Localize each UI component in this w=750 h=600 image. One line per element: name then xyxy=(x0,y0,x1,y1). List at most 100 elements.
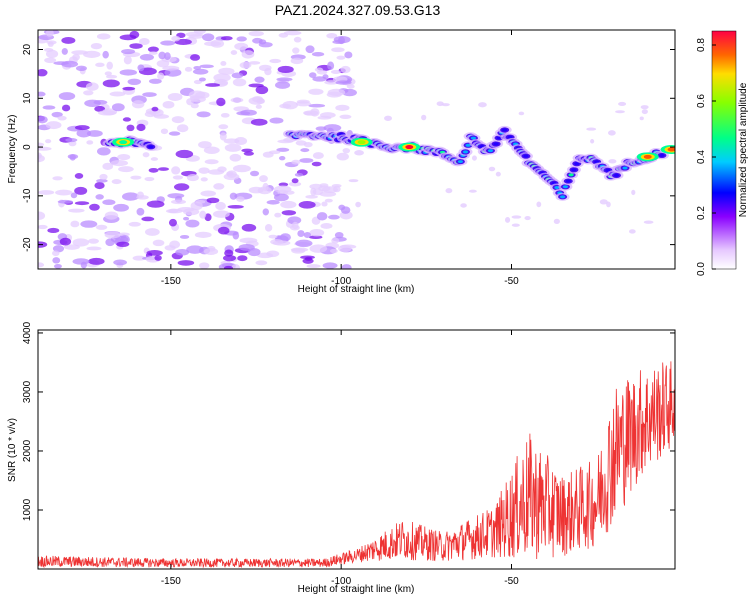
noise-blob xyxy=(291,178,299,184)
x-tick-label: -100 xyxy=(331,276,351,287)
noise-blob xyxy=(175,149,194,159)
noise-blob xyxy=(628,229,636,234)
noise-blob xyxy=(305,194,318,199)
ridge-core xyxy=(493,142,499,146)
noise-blob xyxy=(255,104,262,109)
noise-blob xyxy=(255,260,268,266)
spectrogram-y-axis-label: Frequency (Hz) xyxy=(7,115,18,184)
noise-blob xyxy=(38,262,45,268)
noise-blob xyxy=(269,117,284,124)
colorbar-tick-label: 0.8 xyxy=(696,38,707,52)
noise-blob xyxy=(338,244,352,253)
noise-blob xyxy=(113,259,128,266)
noise-blob xyxy=(104,211,119,220)
snr-series-line xyxy=(38,361,675,569)
noise-blob xyxy=(281,210,297,216)
noise-blob xyxy=(303,141,313,148)
noise-blob xyxy=(186,98,194,106)
x-tick-label: -100 xyxy=(331,576,351,587)
noise-blob xyxy=(122,192,140,201)
colorbar-tick-label: 0.6 xyxy=(696,94,707,108)
noise-blob xyxy=(38,91,46,97)
noise-blob xyxy=(190,103,199,109)
noise-blob xyxy=(291,248,306,254)
noise-blob xyxy=(599,199,608,205)
noise-blob xyxy=(51,111,63,118)
noise-blob xyxy=(45,30,54,37)
noise-blob xyxy=(175,248,190,256)
noise-blob xyxy=(109,91,126,97)
noise-blob xyxy=(224,143,242,152)
noise-blob xyxy=(332,39,345,45)
noise-blob xyxy=(52,257,61,264)
noise-blob xyxy=(641,109,648,115)
noise-blob xyxy=(194,231,212,238)
noise-blob xyxy=(518,111,525,116)
noise-blob xyxy=(511,223,520,227)
noise-blob xyxy=(117,154,131,161)
peak-core xyxy=(405,145,414,150)
noise-blob xyxy=(504,216,511,223)
colorbar-tick-label: 0.0 xyxy=(696,262,707,276)
colorbar-label: Normalized spectral amplitude xyxy=(738,82,749,217)
noise-blob xyxy=(130,175,142,180)
noise-blob xyxy=(220,112,230,118)
ridge-core xyxy=(462,150,469,154)
noise-blob xyxy=(44,48,54,52)
ridge-core xyxy=(571,168,577,172)
noise-blob xyxy=(72,258,90,265)
y-tick-label: 0 xyxy=(22,144,33,150)
noise-blob xyxy=(298,200,316,209)
noise-blob xyxy=(293,36,302,43)
noise-blob xyxy=(185,31,203,37)
noise-blob xyxy=(319,112,336,119)
noise-blob xyxy=(123,55,132,65)
noise-blob xyxy=(299,158,314,163)
noise-blob xyxy=(203,146,220,154)
noise-blob xyxy=(213,183,225,190)
noise-blob xyxy=(553,218,560,225)
noise-blob xyxy=(122,117,132,122)
noise-blob xyxy=(58,92,76,101)
noise-blob xyxy=(536,201,542,208)
noise-blob xyxy=(229,153,242,162)
noise-blob xyxy=(188,90,206,100)
noise-blob xyxy=(170,199,187,205)
noise-blob xyxy=(287,216,302,225)
noise-blob xyxy=(71,50,89,55)
noise-blob xyxy=(59,237,72,246)
x-tick-label: -150 xyxy=(161,276,181,287)
ridge-core xyxy=(496,136,502,140)
noise-blob xyxy=(230,97,244,103)
noise-blob xyxy=(148,51,158,55)
noise-blob xyxy=(61,37,76,44)
noise-blob xyxy=(297,230,305,237)
noise-blob xyxy=(144,176,155,182)
noise-blob xyxy=(639,116,644,121)
noise-blob xyxy=(171,166,181,175)
noise-blob xyxy=(316,70,328,75)
noise-blob xyxy=(346,84,355,89)
noise-blob xyxy=(215,201,226,211)
noise-blob xyxy=(186,245,204,254)
noise-blob xyxy=(303,110,319,116)
noise-blob xyxy=(185,219,200,228)
noise-blob xyxy=(468,189,477,193)
noise-blob xyxy=(275,81,291,89)
noise-blob xyxy=(290,57,304,65)
noise-blob xyxy=(304,256,313,261)
noise-blob xyxy=(102,50,109,59)
noise-blob xyxy=(262,182,269,192)
noise-blob xyxy=(160,128,169,135)
noise-blob xyxy=(177,260,195,266)
noise-blob xyxy=(355,201,361,208)
noise-blob xyxy=(102,162,114,170)
noise-blob xyxy=(342,88,357,97)
noise-blob xyxy=(615,110,625,114)
noise-blob xyxy=(146,250,163,256)
noise-blob xyxy=(277,65,294,74)
noise-blob xyxy=(68,208,85,213)
noise-blob xyxy=(318,185,331,192)
noise-blob xyxy=(222,254,237,262)
noise-blob xyxy=(248,186,264,194)
